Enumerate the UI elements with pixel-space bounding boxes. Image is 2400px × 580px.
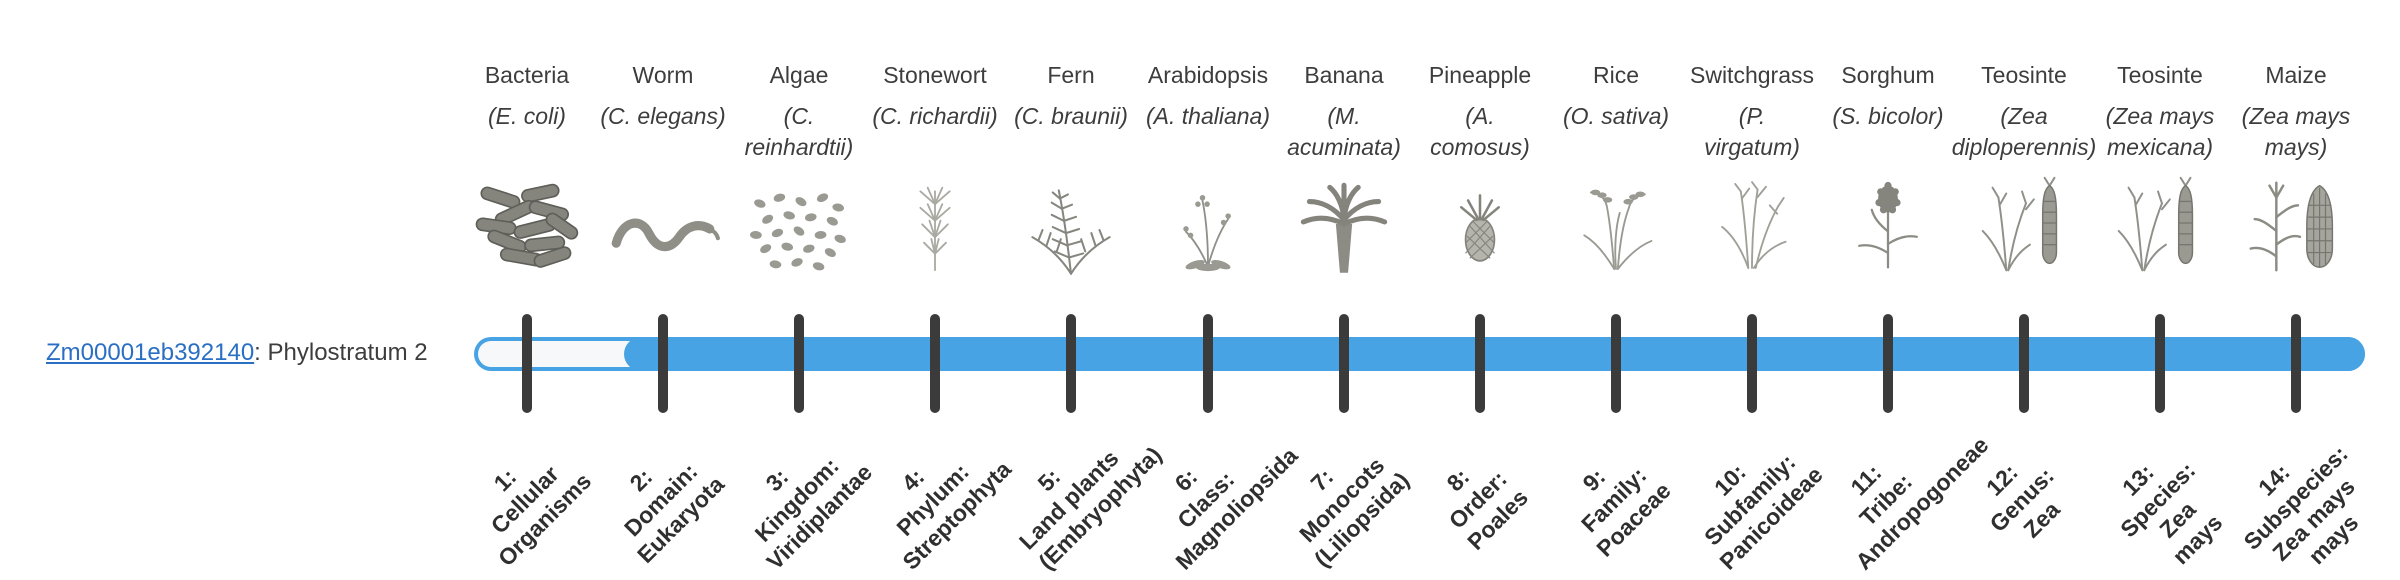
organism-scientific-name: (C. elegans) [600,103,726,129]
worm-illustration [593,158,733,282]
organism-common-name: Teosinte [2117,62,2203,88]
pineapple-illustration [1410,158,1550,282]
timeline-tick [522,314,532,413]
organism-scientific-name: (S. bicolor) [1832,103,1944,129]
timeline-tick [658,314,668,413]
sorghum-illustration [1818,158,1958,282]
organism-scientific-name: (O. sativa) [1562,103,1670,129]
organism-scientific-name: (Zea mays mays) [2241,103,2351,161]
organism-common-name: Fern [1047,62,1095,88]
stratum-label: 13: Species: Zea mays [2115,457,2228,570]
organism-common-name: Banana [1304,62,1384,88]
timeline-bar-fill [624,337,2365,371]
organism-scientific-name: (E. coli) [488,103,566,129]
organism-common-name: Sorghum [1841,62,1935,88]
organism-common-name: Rice [1592,62,1639,88]
organism-common-name: Bacteria [484,62,570,88]
timeline-tick [1883,314,1893,413]
organism-scientific-name: (Zea mays mexicana) [2105,103,2215,161]
timeline-tick [1611,314,1621,413]
fern-illustration [1001,158,1141,282]
organism-scientific-name: (C. richardii) [872,103,998,129]
timeline-tick [1475,314,1485,413]
organism-scientific-name: (C. reinhardtii) [744,103,854,161]
timeline-tick [2291,314,2301,413]
banana-illustration [1274,158,1414,282]
algae-illustration [729,158,869,282]
organism-common-name: Arabidopsis [1147,62,1269,88]
timeline-tick [1339,314,1349,413]
stratum-label: 1: Cellular Organisms [485,460,597,572]
rice-illustration [1546,158,1686,282]
teosinte-illustration [1954,158,2094,282]
stratum-label: 3: Kingdom: Viridiplantae [749,452,878,575]
organism-scientific-name: (A. comosus) [1430,103,1530,161]
organism-common-name: Pineapple [1428,62,1532,88]
organism-scientific-name: (Zea diploperennis) [1951,103,2097,161]
organism-common-name: Teosinte [1981,62,2067,88]
organism-scientific-name: (C. braunii) [1014,103,1128,129]
organism-common-name: Switchgrass [1690,62,1814,88]
stonewort-illustration [865,158,1005,282]
organism-scientific-name: (M. acuminata) [1287,103,1401,161]
timeline-tick [1066,314,1076,413]
timeline-bar [474,337,2365,371]
organism-scientific-name: (A. thaliana) [1145,103,1270,129]
stratum-label: 5: Land plants (Embryophyta) [1013,441,1167,575]
timeline-tick [2155,314,2165,413]
stratum-label: 4: Phylum: Streptophyta [891,455,1017,575]
timeline-tick [2019,314,2029,413]
stratum-label: 9: Family: Poaceae [1576,462,1676,562]
gene-id-link[interactable]: Zm00001eb392140 [46,339,255,366]
maize-illustration [2226,158,2366,282]
timeline-tick [1747,314,1757,413]
timeline-tick [1203,314,1213,413]
teosinte2-illustration [2090,158,2230,282]
arabidopsis-illustration [1138,158,1278,282]
switchgrass-illustration [1682,158,1822,282]
stratum-label: 10: Subfamily: Panicoideae [1699,448,1828,575]
stratum-label: 8: Order: Poales [1441,463,1534,555]
timeline-tick [794,314,804,413]
bacteria-illustration [457,158,597,282]
gene-phylostratum-text: : Phylostratum 2 [254,339,428,366]
stratum-label: 14: Subspecies: Zea mays mays [2238,440,2364,570]
organism-common-name: Algae [769,62,829,88]
stratum-label: 11: Tribe: Andropogoneae [1845,431,1994,575]
organism-common-name: Worm [632,62,694,88]
organism-common-name: Stonewort [883,62,987,88]
gene-label: Zm00001eb392140: Phylostratum 2 [46,339,428,367]
timeline-tick [930,314,940,413]
organism-scientific-name: (P. virgatum) [1704,103,1800,161]
organism-common-name: Maize [2265,62,2327,88]
stratum-label: 2: Domain: Eukaryota [619,457,730,569]
